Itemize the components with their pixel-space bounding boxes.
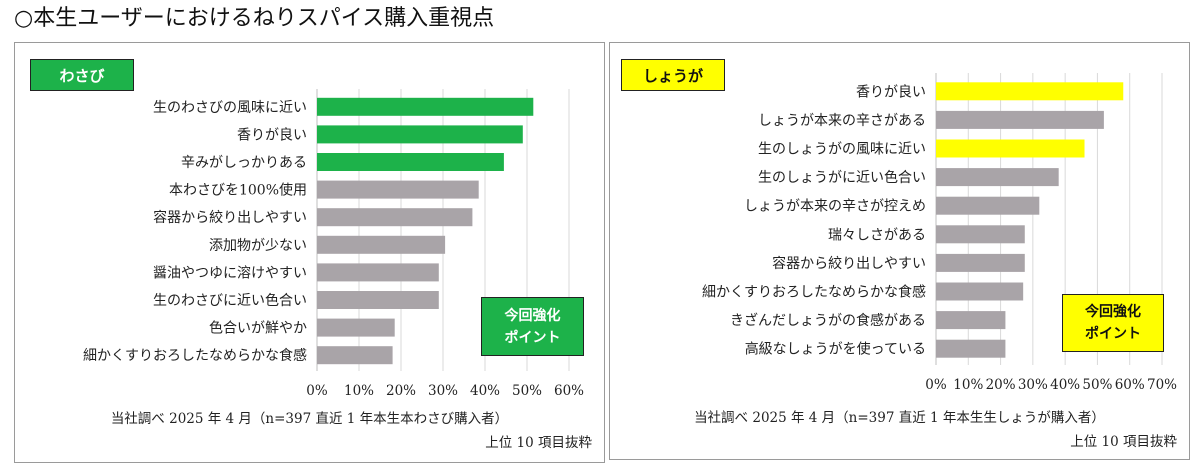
ginger-title-badge: しょうが (621, 59, 725, 91)
wasabi-category-label: 香りが良い (237, 127, 307, 143)
ginger-bar (936, 339, 1006, 358)
ginger-bar (936, 311, 1006, 330)
wasabi-tick-label: 30% (428, 383, 458, 399)
ginger-category-label: 容器から絞り出しやすい (772, 255, 926, 272)
ginger-bar (936, 253, 1025, 272)
ginger-bar-chart: 0% 10% 20% 30% 40% 50% 60% 70% 香りが良いしょうが本来の辛さがある… (702, 73, 1177, 393)
ginger-tick-label: 10% (953, 377, 983, 393)
wasabi-bar (317, 291, 439, 309)
ginger-category-label: 香りが良い (856, 84, 926, 100)
wasabi-category-label: 生のわさびに近い色合い (153, 292, 307, 309)
ginger-chart-panel: しょうが 0% 10% 20% 30% 40% 50% 60% 70% 香りが良いしょうが本来の… (609, 42, 1190, 460)
ginger-annotation-line-1: 今回強化 (1085, 304, 1141, 320)
wasabi-bar (317, 263, 439, 282)
ginger-tick-label: 70% (1147, 377, 1177, 393)
wasabi-source-subnote: 上位 10 項目抜粋 (485, 435, 592, 451)
wasabi-tick-label: 10% (344, 383, 374, 399)
wasabi-category-label: 辛みがしっかりある (181, 155, 307, 171)
wasabi-bar (317, 153, 504, 171)
ginger-tick-label: 0% (925, 377, 947, 393)
wasabi-annotation-line-1: 今回強化 (504, 308, 561, 324)
ginger-source-subnote: 上位 10 項目抜粋 (1070, 434, 1177, 450)
wasabi-bar (317, 180, 479, 199)
ginger-bar (936, 225, 1025, 244)
ginger-bar (936, 168, 1059, 187)
wasabi-bar (317, 208, 473, 227)
ginger-bar (936, 282, 1024, 301)
wasabi-tick-label: 50% (512, 383, 542, 399)
ginger-source-note: 当社調べ 2025 年 4 月（n=397 直近 1 年本生生しょうが購入者） (694, 410, 1105, 426)
wasabi-bar (317, 346, 393, 365)
ginger-bar (936, 110, 1104, 129)
ginger-category-label: 瑞々しさがある (828, 227, 926, 243)
ginger-category-label: しょうが本来の辛さが控えめ (744, 199, 926, 215)
ginger-annotation-box: 今回強化 ポイント (1062, 294, 1164, 352)
ginger-category-label: 高級なしょうがを使っている (745, 341, 926, 358)
ginger-bar (936, 196, 1040, 215)
wasabi-category-label: 添加物が少ない (209, 238, 307, 254)
wasabi-chart-panel: わさび 0% 10% 20% 30% 40% 50% 60% 生のわさびの風味に近い香りが良い… (14, 42, 605, 463)
wasabi-bar (317, 125, 523, 144)
ginger-bar (936, 139, 1085, 158)
wasabi-tick-label: 40% (470, 383, 500, 399)
wasabi-category-label: 本わさびを100%使用 (169, 182, 307, 199)
ginger-tick-label: 30% (1018, 377, 1048, 393)
wasabi-category-label: 容器から絞り出しやすい (153, 209, 307, 226)
ginger-tick-label: 50% (1082, 377, 1112, 393)
wasabi-annotation-box: 今回強化 ポイント (481, 297, 584, 356)
ginger-annotation-line-2: ポイント (1085, 326, 1141, 342)
ginger-bar (936, 82, 1124, 101)
ginger-category-label: しょうが本来の辛さがある (758, 113, 926, 129)
ginger-tick-label: 20% (986, 377, 1016, 393)
wasabi-tick-label: 60% (554, 383, 584, 399)
page-title: ○本生ユーザーにおけるねりスパイス購入重視点 (14, 6, 495, 31)
ginger-tick-label: 60% (1115, 377, 1145, 393)
wasabi-bar (317, 318, 395, 337)
wasabi-bar-chart: 0% 10% 20% 30% 40% 50% 60% 生のわさびの風味に近い香りが良い辛みがし… (83, 89, 584, 399)
ginger-category-label: 細かくすりおろしたなめらかな食感 (702, 284, 926, 301)
ginger-category-label: きざんだしょうがの食感がある (730, 312, 926, 329)
wasabi-tick-label: 20% (386, 383, 416, 399)
ginger-tick-label: 40% (1050, 377, 1080, 393)
wasabi-title-badge: わさび (30, 59, 134, 91)
ginger-category-label: 生のしょうがの風味に近い (758, 142, 926, 158)
wasabi-bar (317, 97, 534, 116)
wasabi-source-note: 当社調べ 2025 年 4 月（n=397 直近 1 年本生本わさび購入者） (110, 411, 509, 427)
wasabi-category-label: 醤油やつゆに溶けやすい (153, 265, 307, 281)
wasabi-bar (317, 235, 446, 254)
wasabi-category-label: 生のわさびの風味に近い (153, 100, 307, 116)
wasabi-category-label: 色合いが鮮やか (209, 320, 307, 337)
wasabi-annotation-line-2: ポイント (504, 330, 561, 346)
ginger-category-label: 生のしょうがに近い色合い (758, 169, 926, 186)
wasabi-tick-label: 0% (306, 383, 328, 399)
wasabi-category-label: 細かくすりおろしたなめらかな食感 (83, 347, 307, 364)
